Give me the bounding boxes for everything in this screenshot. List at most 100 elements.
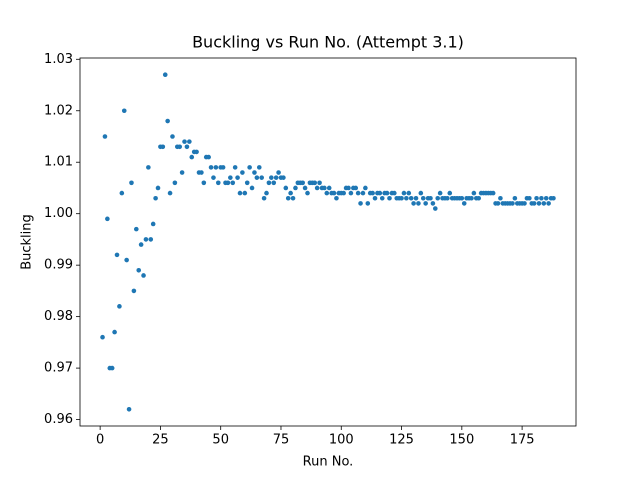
scatter-point: [314, 185, 320, 191]
scatter-point: [404, 195, 409, 201]
scatter-point: [322, 185, 327, 191]
scatter-point: [348, 190, 354, 196]
scatter-point: [420, 195, 426, 201]
scatter-point: [285, 195, 291, 201]
scatter-point: [370, 190, 375, 196]
scatter-point: [428, 195, 433, 201]
scatter-point: [522, 201, 527, 206]
scatter-point: [244, 180, 250, 186]
x-tick-label: 0: [96, 433, 104, 448]
scatter-point: [358, 201, 363, 206]
scatter-point: [242, 190, 248, 196]
scatter-point: [539, 195, 544, 201]
scatter-point: [187, 139, 192, 144]
y-tick-label: 0.98: [44, 309, 73, 324]
scatter-point: [162, 72, 168, 78]
scatter-point: [141, 273, 146, 278]
y-tick-label: 0.96: [44, 412, 73, 427]
scatter-point: [384, 190, 390, 196]
scatter-point: [276, 170, 281, 175]
scatter-point: [546, 201, 551, 206]
scatter-point: [266, 180, 272, 186]
chart-title: Buckling vs Run No. (Attempt 3.1): [192, 33, 464, 52]
scatter-point: [326, 185, 332, 191]
scatter-point: [334, 195, 339, 201]
scatter-point: [469, 195, 474, 201]
scatter-point: [531, 201, 537, 206]
scatter-point: [124, 257, 129, 263]
scatter-point: [199, 170, 204, 175]
scatter-point: [363, 185, 368, 191]
scatter-point: [459, 195, 465, 201]
scatter-point: [117, 304, 122, 309]
scatter-point: [105, 216, 110, 222]
scatter-point: [230, 180, 236, 186]
scatter-point: [312, 180, 318, 186]
scatter-point: [490, 190, 496, 196]
scatter-point: [305, 190, 310, 196]
scatter-point: [416, 201, 421, 206]
scatter-point: [408, 195, 414, 201]
x-tick-label: 175: [510, 433, 535, 448]
y-tick-label: 1.01: [44, 155, 73, 170]
scatter-point: [543, 195, 549, 201]
scatter-point: [136, 268, 142, 273]
scatter-point: [167, 190, 173, 196]
scatter-point: [121, 108, 127, 114]
scatter-point: [206, 154, 211, 160]
scatter-point: [131, 288, 137, 294]
scatter-point: [261, 195, 267, 201]
scatter-point: [430, 201, 436, 206]
scatter-point: [355, 190, 361, 196]
scatter-point: [437, 190, 443, 196]
scatter-point: [179, 170, 185, 175]
scatter-point: [215, 180, 221, 186]
scatter-point: [413, 195, 419, 201]
scatter-point: [143, 237, 149, 242]
scatter-point: [534, 195, 539, 201]
scatter-point: [317, 180, 322, 186]
scatter-point: [247, 165, 252, 170]
scatter-point: [423, 201, 428, 206]
scatter-point: [165, 118, 170, 124]
scatter-point: [273, 175, 279, 180]
scatter-point: [445, 195, 450, 201]
scatter-point: [252, 170, 257, 175]
plot-frame: [79, 57, 577, 427]
scatter-point: [281, 175, 286, 180]
scatter-point: [433, 206, 438, 211]
scatter-point: [172, 180, 178, 186]
scatter-point: [225, 180, 231, 186]
scatter-point: [160, 144, 166, 150]
scatter-point: [153, 195, 158, 201]
scatter-point: [365, 201, 371, 206]
scatter-point: [240, 170, 245, 175]
scatter-point: [112, 329, 117, 335]
scatter-point: [228, 175, 233, 180]
scatter-point: [510, 201, 515, 206]
scatter-point: [177, 144, 183, 150]
scatter-point: [495, 201, 501, 206]
scatter-point: [235, 175, 240, 180]
scatter-point: [129, 180, 134, 186]
scatter-point: [138, 242, 144, 247]
y-tick-label: 0.97: [44, 361, 73, 376]
scatter-point: [461, 201, 467, 206]
y-tick-label: 1.03: [44, 52, 73, 67]
x-tick-label: 150: [449, 433, 474, 448]
scatter-point: [411, 201, 416, 206]
scatter-point: [237, 190, 243, 196]
scatter-point: [134, 226, 139, 232]
scatter-point: [114, 252, 120, 258]
scatter-point: [201, 180, 207, 186]
scatter-point: [290, 195, 296, 201]
scatter-point: [109, 365, 115, 371]
scatter-point: [372, 195, 378, 201]
scatter-point: [288, 190, 293, 196]
scatter-point: [331, 190, 337, 196]
scatter-point: [148, 237, 154, 242]
scatter-point: [146, 165, 151, 170]
y-tick-label: 1.02: [44, 103, 73, 118]
